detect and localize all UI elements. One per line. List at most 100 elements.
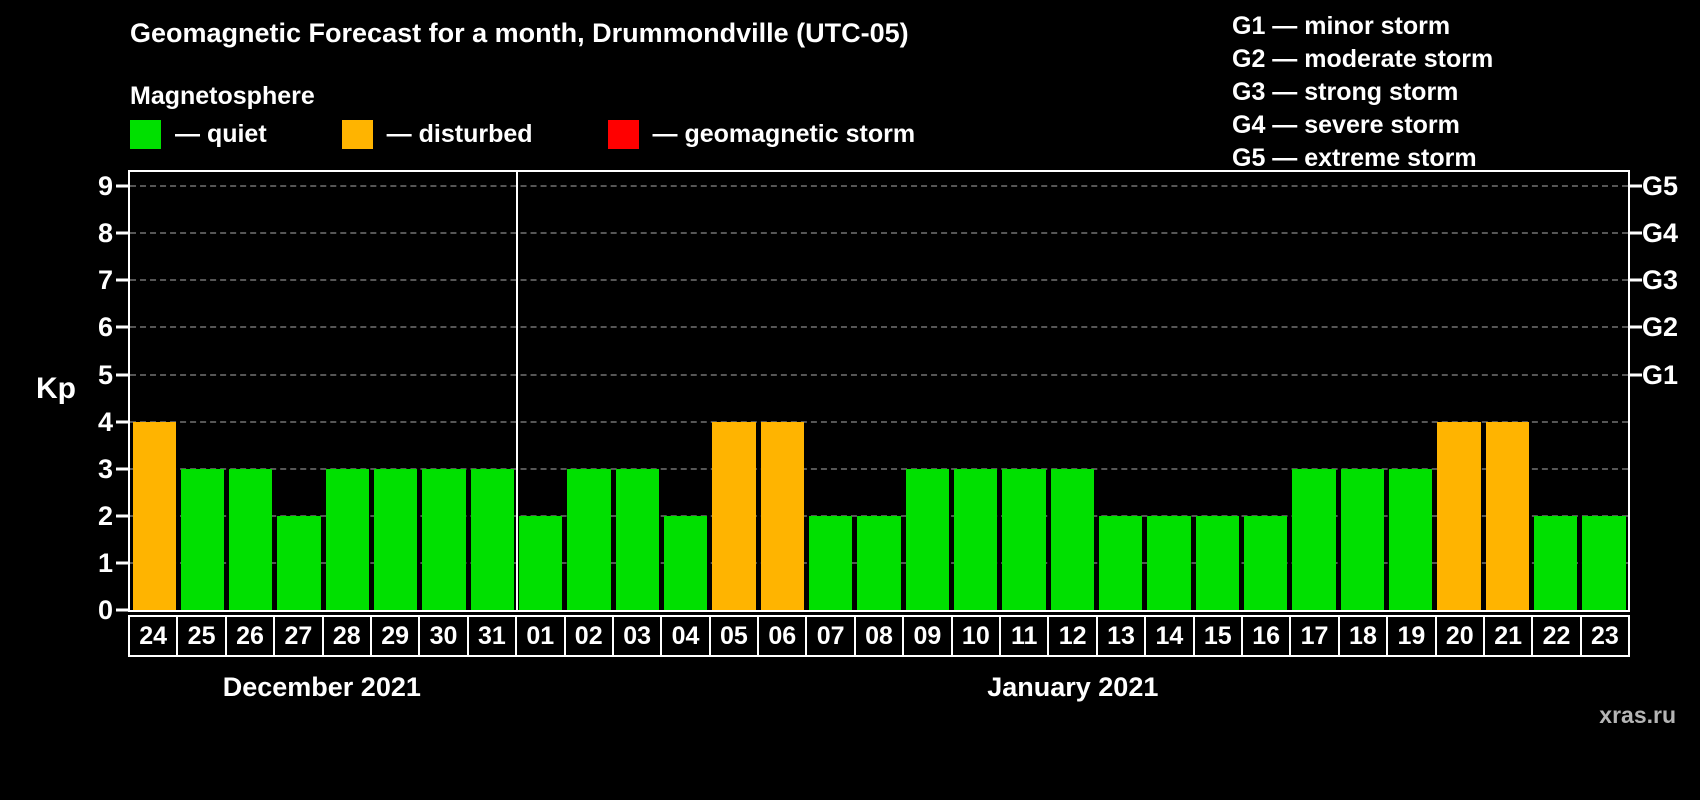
kp-bar-day-01[interactable] bbox=[519, 515, 563, 610]
day-label-05: 05 bbox=[708, 615, 760, 657]
kp-bar-day-04[interactable] bbox=[664, 515, 708, 610]
y-tick-mark bbox=[116, 608, 128, 612]
kp-bar-day-19[interactable] bbox=[1389, 468, 1433, 610]
bar-slot bbox=[758, 172, 806, 610]
y-tick-mark bbox=[116, 561, 128, 565]
kp-bar-day-28[interactable] bbox=[325, 468, 370, 610]
gridline-kp-7 bbox=[130, 279, 1628, 282]
kp-bar-day-03[interactable] bbox=[615, 468, 660, 610]
day-label-15: 15 bbox=[1192, 615, 1243, 657]
right-axis-labels: G1 G2 G3 G4 G5 bbox=[1642, 171, 1700, 610]
bar-slot bbox=[275, 172, 323, 610]
kp-bar-day-10[interactable] bbox=[954, 468, 998, 610]
kp-bar-day-21[interactable] bbox=[1485, 421, 1530, 610]
kp-bar-day-12[interactable] bbox=[1050, 468, 1095, 610]
y-tick-mark bbox=[116, 325, 128, 329]
day-label-31: 31 bbox=[466, 615, 518, 657]
kp-bar-day-18[interactable] bbox=[1340, 468, 1385, 610]
kp-bar-day-05[interactable] bbox=[712, 421, 756, 610]
bar-slot bbox=[1532, 172, 1580, 610]
day-label-06: 06 bbox=[757, 615, 808, 657]
kp-bar-day-02[interactable] bbox=[567, 468, 611, 610]
day-label-09: 09 bbox=[902, 615, 953, 657]
kp-bar-day-09[interactable] bbox=[905, 468, 950, 610]
y-tick-mark bbox=[116, 278, 128, 282]
day-label-19: 19 bbox=[1386, 615, 1437, 657]
bar-slot bbox=[855, 172, 903, 610]
bar-slot bbox=[227, 172, 275, 610]
day-label-27: 27 bbox=[273, 615, 324, 657]
kp-bar-day-08[interactable] bbox=[857, 515, 901, 610]
kp-bar-day-20[interactable] bbox=[1437, 421, 1481, 610]
y-axis-ticks bbox=[116, 172, 128, 612]
day-label-29: 29 bbox=[369, 615, 421, 657]
day-label-17: 17 bbox=[1289, 615, 1340, 657]
y-tick-label-8: 8 bbox=[97, 218, 113, 249]
right-axis-ticks bbox=[1630, 172, 1642, 610]
y-tick-mark bbox=[116, 231, 128, 235]
kp-bar-day-15[interactable] bbox=[1195, 515, 1240, 610]
g4-legend-line: G4 — severe storm bbox=[1232, 111, 1460, 139]
right-tick-label-G5: G5 bbox=[1642, 171, 1679, 202]
bar-slot bbox=[1000, 172, 1048, 610]
y-tick-label-2: 2 bbox=[97, 500, 113, 531]
gridline-kp-5 bbox=[130, 373, 1628, 376]
kp-bar-day-14[interactable] bbox=[1147, 515, 1191, 610]
gridline-kp-8 bbox=[130, 232, 1628, 235]
day-label-01: 01 bbox=[515, 615, 566, 657]
kp-bar-day-25[interactable] bbox=[180, 468, 225, 610]
day-label-04: 04 bbox=[660, 615, 711, 657]
bar-slot bbox=[1338, 172, 1386, 610]
bar-slot bbox=[1435, 172, 1483, 610]
kp-bar-day-22[interactable] bbox=[1534, 515, 1578, 610]
y-tick-label-5: 5 bbox=[97, 359, 113, 390]
kp-bar-day-13[interactable] bbox=[1099, 515, 1143, 610]
day-label-21: 21 bbox=[1482, 615, 1534, 657]
y-tick-mark bbox=[116, 420, 128, 424]
y-tick-mark bbox=[116, 514, 128, 518]
day-label-30: 30 bbox=[418, 615, 469, 657]
bar-slot bbox=[1145, 172, 1193, 610]
y-tick-label-7: 7 bbox=[97, 265, 113, 296]
bar-slot bbox=[420, 172, 468, 610]
day-label-07: 07 bbox=[805, 615, 856, 657]
bar-slot bbox=[1193, 172, 1241, 610]
magnetosphere-label: Magnetosphere bbox=[130, 82, 315, 110]
kp-bar-day-17[interactable] bbox=[1292, 468, 1336, 610]
bar-slot bbox=[565, 172, 613, 610]
day-label-20: 20 bbox=[1434, 615, 1485, 657]
right-tick-label-G1: G1 bbox=[1642, 359, 1679, 390]
legend-item-disturbed: — disturbed bbox=[341, 120, 533, 149]
storm-color-swatch bbox=[607, 120, 639, 149]
kp-bar-day-11[interactable] bbox=[1002, 468, 1046, 610]
kp-bar-day-07[interactable] bbox=[809, 515, 853, 610]
day-label-18: 18 bbox=[1337, 615, 1389, 657]
kp-bar-day-26[interactable] bbox=[229, 468, 273, 610]
month-labels: December 2021 January 2021 bbox=[128, 672, 1630, 712]
kp-bar-day-23[interactable] bbox=[1582, 515, 1626, 610]
bar-slot bbox=[807, 172, 855, 610]
kp-bar-day-29[interactable] bbox=[374, 468, 418, 610]
kp-bar-day-06[interactable] bbox=[760, 421, 805, 610]
quiet-legend-label: — quiet bbox=[175, 120, 267, 148]
kp-bar-day-30[interactable] bbox=[422, 468, 466, 610]
bar-slot bbox=[323, 172, 371, 610]
month-label: December 2021 bbox=[222, 672, 421, 702]
bar-slot bbox=[468, 172, 516, 610]
day-label-10: 10 bbox=[950, 615, 1002, 657]
g1-legend-line: G1 — minor storm bbox=[1232, 12, 1451, 40]
kp-bar-day-31[interactable] bbox=[470, 468, 515, 610]
bar-slot bbox=[1048, 172, 1096, 610]
bar-slot bbox=[613, 172, 661, 610]
bar-slot bbox=[1290, 172, 1338, 610]
kp-bar-day-24[interactable] bbox=[132, 421, 176, 610]
bar-slot bbox=[903, 172, 951, 610]
g5-legend-line: G5 — extreme storm bbox=[1232, 144, 1477, 172]
kp-bar-day-16[interactable] bbox=[1244, 515, 1288, 610]
kp-bar-day-27[interactable] bbox=[277, 515, 321, 610]
right-tick-label-G2: G2 bbox=[1642, 312, 1679, 343]
day-axis: 24 25 26 27 28 29 30 31 01 02 03 04 05 06 07 08 09 10 11 12… bbox=[128, 615, 1631, 657]
disturbed-legend-label: — disturbed bbox=[386, 120, 533, 148]
gridline-kp-9 bbox=[130, 185, 1628, 188]
